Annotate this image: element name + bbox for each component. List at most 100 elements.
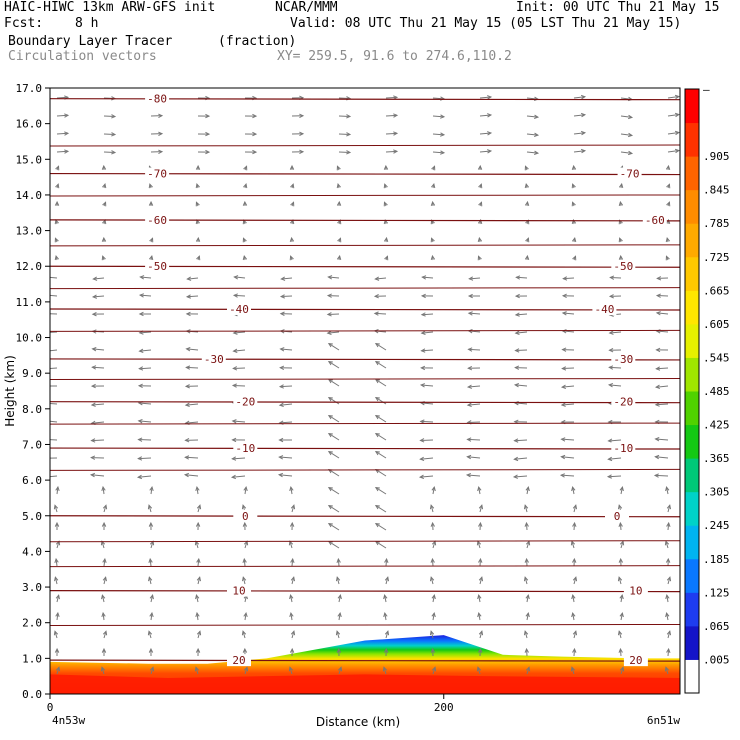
wind-vector [196, 613, 199, 621]
wind-vector [328, 343, 340, 351]
wind-vector [571, 667, 575, 675]
wind-vector-head [185, 365, 191, 370]
x-end-location: 6n51w [647, 714, 680, 727]
wind-vector-head [46, 331, 50, 334]
contour-label-bg [592, 303, 617, 316]
wind-vector-head [290, 557, 295, 563]
wind-vector-head [513, 438, 519, 443]
wind-vector-head [335, 630, 341, 636]
wind-vector [375, 505, 387, 513]
y-tick-label: 14.0 [16, 189, 43, 202]
wind-vector-head [420, 330, 426, 335]
colorbar-frame [684, 88, 700, 694]
wind-vector [197, 505, 201, 513]
wind-vector-head [572, 255, 577, 261]
wind-vector [150, 541, 154, 549]
wind-vector-head [102, 504, 108, 510]
colorbar-segment [685, 323, 699, 358]
wind-vector-head [383, 164, 389, 170]
wind-vector-head [184, 384, 190, 389]
wind-vector-head [89, 472, 96, 478]
wind-vector [197, 577, 201, 585]
wind-vector-head [666, 630, 672, 636]
wind-vector [197, 558, 200, 567]
wind-vector-head [101, 611, 106, 618]
wind-vector [665, 667, 669, 675]
wind-vector [54, 577, 58, 585]
contour-label: -40 [229, 303, 249, 316]
wind-vector-head [101, 594, 106, 600]
wind-vector [432, 97, 445, 100]
wind-vector-head [562, 276, 568, 281]
wind-vector-head [290, 183, 295, 189]
contour-label-bg [233, 509, 258, 522]
wind-vector-head [467, 366, 473, 371]
wind-vector-head [45, 384, 49, 387]
colorbar-label: .485 [703, 385, 730, 398]
wind-vector-head [148, 521, 154, 527]
wind-vector-head [383, 611, 388, 618]
wind-vector-head [55, 165, 60, 171]
wind-vector [328, 379, 340, 387]
wind-vector [421, 349, 434, 352]
contour-label-bg [233, 395, 258, 408]
wind-vector [562, 312, 575, 315]
wind-vector-head [466, 384, 473, 389]
wind-vector-head [524, 182, 530, 189]
wind-vector [291, 631, 295, 639]
wind-vector-head [487, 131, 493, 136]
wind-vector [618, 577, 622, 585]
wind-vector-head [618, 200, 624, 207]
wind-vector-head [327, 396, 333, 402]
wind-vector-head [137, 456, 143, 461]
wind-vector [328, 541, 340, 549]
wind-vector-head [299, 113, 305, 118]
wind-vector [608, 457, 622, 460]
wind-vector [138, 402, 152, 405]
wind-vector [280, 385, 293, 388]
wind-vector [667, 505, 671, 513]
wind-vector [618, 631, 622, 639]
wind-vector-head [149, 611, 154, 618]
wind-vector-head [231, 456, 237, 461]
wind-vector [572, 487, 575, 495]
wind-vector-head [618, 521, 623, 527]
wind-vector-head [561, 347, 567, 352]
wind-vector [667, 113, 679, 117]
wind-vector-head [327, 504, 333, 510]
wind-vector [619, 648, 622, 657]
wind-vector [93, 277, 105, 280]
wind-vector-head [525, 611, 530, 618]
wind-vector-head [572, 576, 578, 582]
wind-vector-head [418, 474, 425, 480]
wind-vector-head [50, 275, 51, 277]
wind-vector-head [111, 114, 117, 119]
wind-vector [148, 505, 152, 513]
colorbar-label: .545 [703, 351, 730, 364]
wind-vector-head [299, 131, 305, 136]
wind-vector [337, 558, 340, 567]
wind-vector-head [195, 183, 200, 189]
wind-vector-head [607, 382, 614, 388]
wind-vector-head [327, 486, 333, 492]
wind-vector [328, 505, 340, 513]
wind-vector-head [524, 521, 529, 527]
wind-vector [148, 577, 152, 585]
wind-vector-head [232, 366, 238, 371]
y-tick-label: 15.0 [16, 153, 43, 166]
wind-vector [232, 457, 246, 460]
wind-vector [667, 95, 679, 99]
wind-vector-head [374, 276, 380, 281]
wind-vector-head [664, 540, 670, 546]
wind-vector-head [420, 312, 426, 317]
wind-vector-head [571, 486, 576, 492]
wind-vector [432, 541, 436, 549]
wind-vector [422, 276, 434, 279]
wind-vector [385, 631, 389, 639]
wind-vector-head [618, 254, 624, 260]
wind-vector [526, 613, 529, 621]
wind-vector-head [393, 149, 399, 154]
wind-vector-head [91, 365, 97, 370]
wind-vector [430, 631, 434, 639]
wind-vector-head [149, 485, 154, 492]
